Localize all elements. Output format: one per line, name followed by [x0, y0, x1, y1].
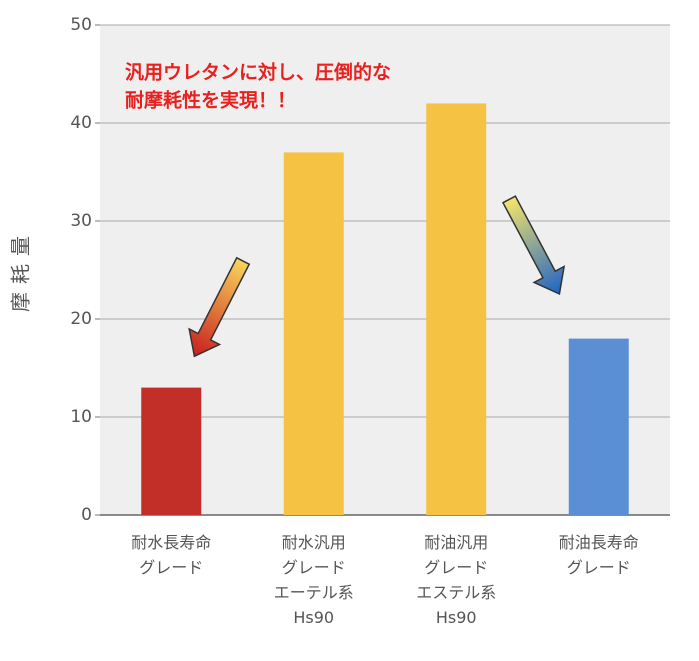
x-tick-label: 耐水汎用 グレード エーテル系 Hs90 [273, 533, 354, 627]
annotation: 汎用ウレタンに対し、圧倒的な [125, 61, 391, 84]
y-tick-label: 10 [70, 407, 92, 427]
y-tick-label: 30 [70, 211, 92, 231]
bar [568, 338, 629, 515]
arrow [188, 256, 251, 358]
y-tick-label: 50 [70, 15, 92, 35]
bar [283, 152, 344, 515]
y-tick-label: 0 [81, 505, 92, 525]
x-tick-label: 耐水長寿命 グレード [131, 533, 212, 577]
annotation: 耐摩耗性を実現！！ [125, 89, 296, 112]
bar [141, 387, 202, 515]
y-tick-label: 40 [70, 113, 92, 133]
arrow [501, 195, 566, 295]
x-tick-label: 耐油汎用 グレード エステル系 Hs90 [416, 533, 497, 627]
bar [426, 103, 487, 516]
y-tick-label: 20 [70, 309, 92, 329]
y-axis-label: 摩耗量 [9, 228, 33, 312]
bars [141, 103, 629, 516]
x-tick-label: 耐油長寿命 グレード [558, 533, 639, 577]
